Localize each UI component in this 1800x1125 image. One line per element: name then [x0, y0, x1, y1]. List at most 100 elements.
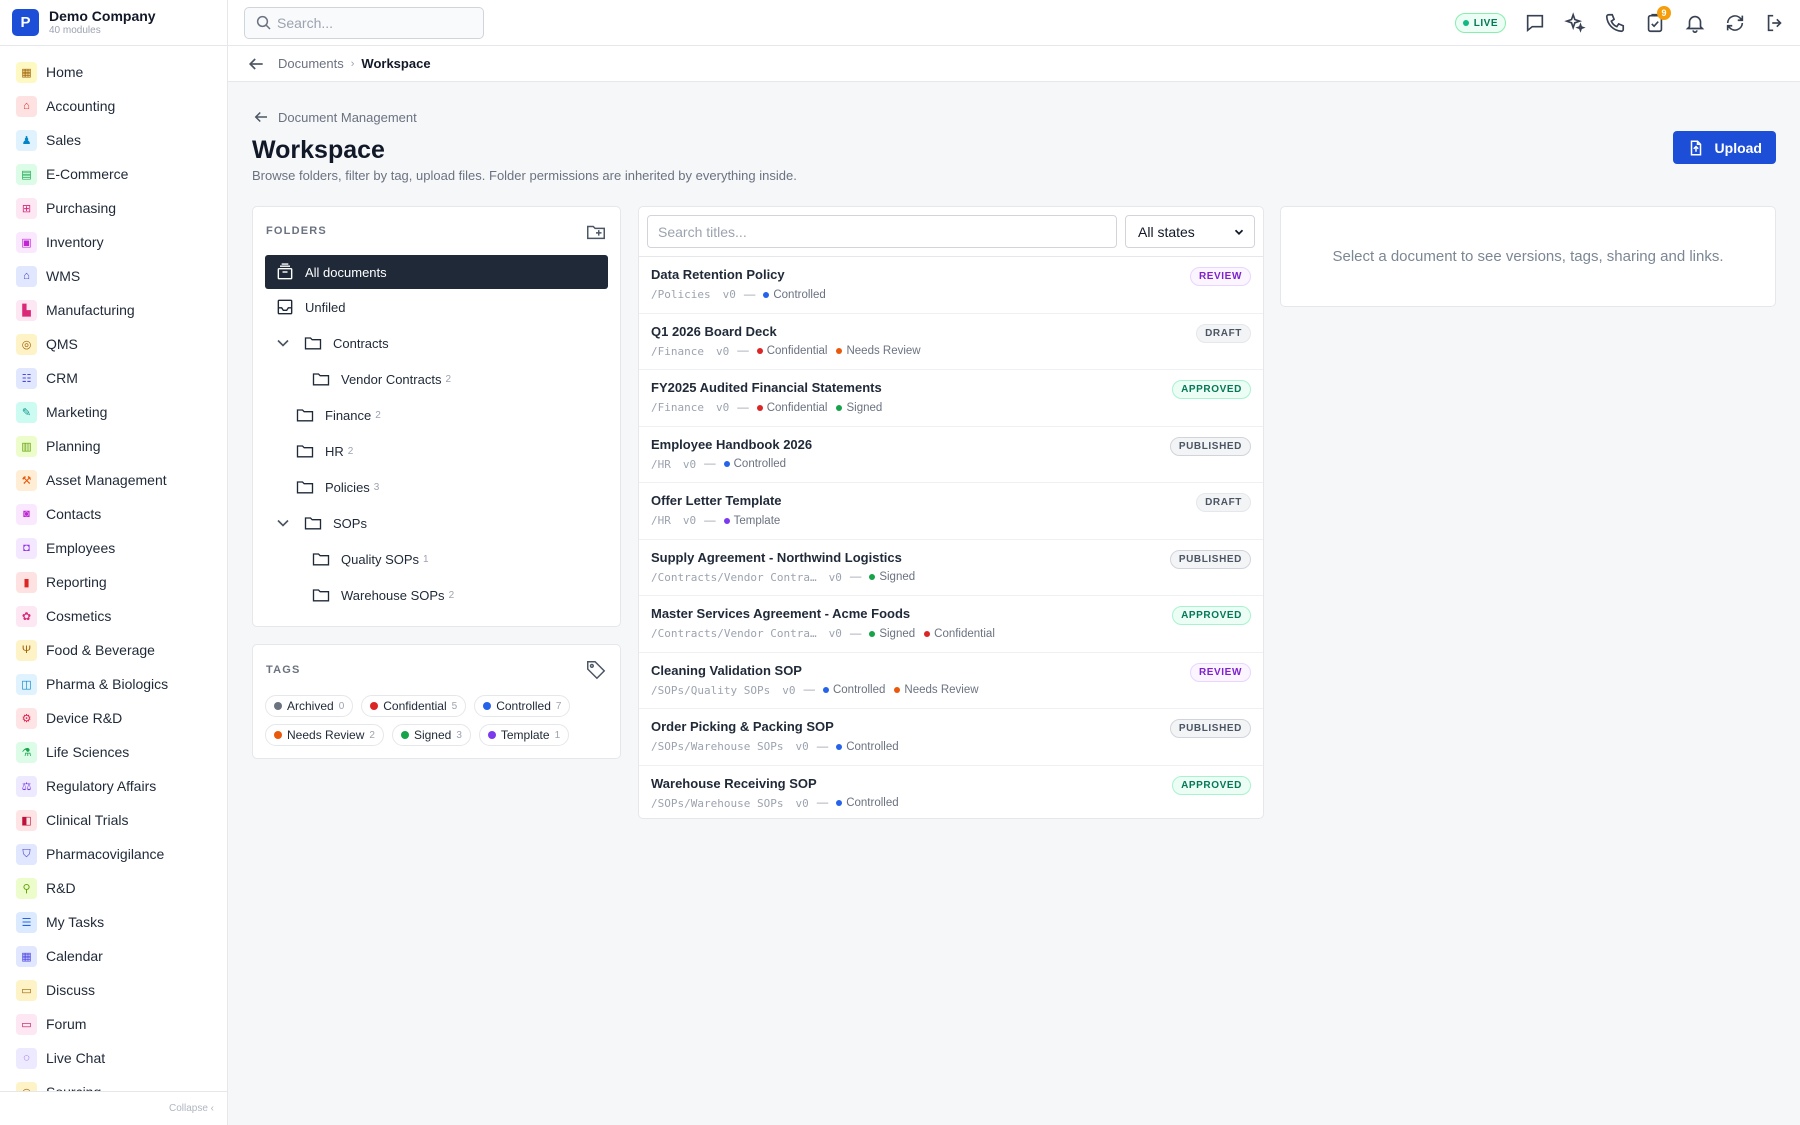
folder-finance[interactable]: Finance 2 — [253, 397, 620, 433]
global-search-input[interactable]: Search... — [244, 6, 484, 39]
live-label: LIVE — [1473, 17, 1498, 29]
brand-header[interactable]: P Demo Company 40 modules — [0, 0, 227, 46]
sidebar-item-sales[interactable]: ♟ Sales — [0, 123, 227, 157]
tag-icon[interactable] — [585, 659, 607, 681]
folder-sops[interactable]: SOPs — [253, 505, 620, 541]
sidebar-item-forum[interactable]: ▭ Forum — [0, 1007, 227, 1041]
back-arrow-icon[interactable] — [246, 54, 266, 74]
collapse-button[interactable]: Collapse ‹ — [0, 1091, 227, 1125]
tag-chip[interactable]: Needs Review 2 — [265, 724, 384, 746]
breadcrumb-documents-link[interactable]: Documents — [278, 56, 344, 71]
module-icon: ⌂ — [16, 95, 37, 117]
document-tag-label: Confidential — [934, 627, 995, 640]
sidebar-item-r-d[interactable]: ⚲ R&D — [0, 871, 227, 905]
document-meta: /Policies v0 — Controlled — [651, 288, 1251, 301]
sidebar-item-live-chat[interactable]: ◌ Live Chat — [0, 1041, 227, 1075]
sidebar-item-manufacturing[interactable]: ▙ Manufacturing — [0, 293, 227, 327]
tasks-icon[interactable]: 9 — [1644, 6, 1671, 34]
tag-chip[interactable]: Archived 0 — [265, 695, 354, 717]
document-tag: Needs Review — [894, 684, 979, 696]
sidebar-item-pharma-biologics[interactable]: ◫ Pharma & Biologics — [0, 667, 227, 701]
sidebar-item-food-beverage[interactable]: Ψ Food & Beverage — [0, 633, 227, 667]
chevron-down-icon[interactable] — [273, 333, 293, 353]
messages-icon[interactable] — [1524, 12, 1546, 34]
state-filter-select[interactable]: All states — [1125, 215, 1255, 248]
folder-vendor-contracts[interactable]: Vendor Contracts 2 — [253, 361, 620, 397]
new-folder-icon[interactable] — [585, 221, 607, 243]
sidebar-item-marketing[interactable]: ✎ Marketing — [0, 395, 227, 429]
sidebar-item-discuss[interactable]: ▭ Discuss — [0, 973, 227, 1007]
document-row[interactable]: Employee Handbook 2026/HR v0 — Controlled PU… — [639, 427, 1263, 483]
module-icon: ⚖ — [16, 775, 37, 797]
sidebar-item-contacts[interactable]: ◙ Contacts — [0, 497, 227, 531]
sidebar-item-clinical-trials[interactable]: ◧ Clinical Trials — [0, 803, 227, 837]
meta-separator: — — [803, 684, 815, 696]
upload-button[interactable]: Upload — [1672, 131, 1776, 164]
meta-separator: — — [737, 345, 749, 357]
folder-hr[interactable]: HR 2 — [253, 433, 620, 469]
document-tag-label: Signed — [879, 627, 916, 640]
folder-unfiled[interactable]: Unfiled — [253, 289, 620, 325]
sidebar-item-label: R&D — [46, 880, 76, 896]
sync-icon[interactable] — [1724, 12, 1746, 34]
sidebar-item-pharmacovigilance[interactable]: ⛉ Pharmacovigilance — [0, 837, 227, 871]
document-row[interactable]: FY2025 Audited Financial Statements/Fina… — [639, 370, 1263, 427]
document-row[interactable]: Order Picking & Packing SOP/SOPs/Warehou… — [639, 709, 1263, 766]
chevron-down-icon[interactable] — [273, 513, 293, 533]
tag-chip[interactable]: Controlled 7 — [474, 695, 571, 717]
document-tag-label: Needs Review — [904, 684, 979, 696]
meta-separator: — — [704, 514, 716, 527]
folder-contracts[interactable]: Contracts — [253, 325, 620, 361]
sidebar-item-employees[interactable]: ◘ Employees — [0, 531, 227, 565]
sidebar-item-e-commerce[interactable]: ▤ E-Commerce — [0, 157, 227, 191]
title-search-input[interactable]: Search titles... — [647, 215, 1117, 248]
sidebar-item-cosmetics[interactable]: ✿ Cosmetics — [0, 599, 227, 633]
folders-heading-label: FOLDERS — [266, 225, 327, 237]
document-row[interactable]: Offer Letter Template/HR v0 — Template DRAFT — [639, 483, 1263, 540]
sidebar-item-reporting[interactable]: ▮ Reporting — [0, 565, 227, 599]
tag-label: Archived — [287, 699, 334, 713]
sidebar-item-home[interactable]: ▦ Home — [0, 55, 227, 89]
sidebar-item-label: QMS — [46, 336, 78, 352]
sidebar-item-accounting[interactable]: ⌂ Accounting — [0, 89, 227, 123]
tag-color-dot — [894, 687, 901, 693]
back-to-document-management-link[interactable]: Document Management — [252, 108, 1776, 126]
module-icon: ⛉ — [16, 843, 37, 865]
sidebar-item-wms[interactable]: ⌂ WMS — [0, 259, 227, 293]
tag-chip[interactable]: Signed 3 — [391, 724, 471, 746]
phone-icon[interactable] — [1604, 12, 1626, 34]
module-icon: ◧ — [16, 809, 37, 831]
folder-policies[interactable]: Policies 3 — [253, 469, 620, 505]
logout-icon[interactable] — [1764, 12, 1786, 34]
brand-logo: P — [12, 9, 39, 36]
sidebar-item-inventory[interactable]: ▣ Inventory — [0, 225, 227, 259]
document-row[interactable]: Q1 2026 Board Deck/Finance v0 — Confidentia… — [639, 314, 1263, 370]
sidebar-item-device-r-d[interactable]: ⚙ Device R&D — [0, 701, 227, 735]
search-icon — [256, 15, 271, 30]
sidebar-item-purchasing[interactable]: ⊞ Purchasing — [0, 191, 227, 225]
sidebar-item-asset-management[interactable]: ⚒ Asset Management — [0, 463, 227, 497]
document-row[interactable]: Data Retention Policy/Policies v0 — Control… — [639, 257, 1263, 314]
sidebar-item-crm[interactable]: ☷ CRM — [0, 361, 227, 395]
tag-chip[interactable]: Confidential 5 — [361, 695, 467, 717]
folder-warehouse-sops[interactable]: Warehouse SOPs 2 — [253, 577, 620, 613]
document-row[interactable]: Master Services Agreement - Acme Foods/C… — [639, 596, 1263, 653]
sidebar-item-my-tasks[interactable]: ☰ My Tasks — [0, 905, 227, 939]
folder-all-documents[interactable]: All documents — [265, 255, 608, 289]
document-row[interactable]: Warehouse Receiving SOP/SOPs/Warehouse S… — [639, 766, 1263, 819]
state-filter-value: All states — [1138, 223, 1195, 240]
status-badge: APPROVED — [1172, 606, 1251, 625]
sidebar-item-qms[interactable]: ◎ QMS — [0, 327, 227, 361]
sidebar-item-regulatory-affairs[interactable]: ⚖ Regulatory Affairs — [0, 769, 227, 803]
ai-sparkle-icon[interactable] — [1564, 12, 1586, 34]
document-row[interactable]: Cleaning Validation SOP/SOPs/Quality SOP… — [639, 653, 1263, 709]
tag-color-dot — [836, 404, 843, 411]
sidebar-item-life-sciences[interactable]: ⚗ Life Sciences — [0, 735, 227, 769]
sidebar-item-planning[interactable]: ▥ Planning — [0, 429, 227, 463]
document-row[interactable]: Supply Agreement - Northwind Logistics/C… — [639, 540, 1263, 596]
folder-quality-sops[interactable]: Quality SOPs 1 — [253, 541, 620, 577]
tag-chip[interactable]: Template 1 — [478, 724, 570, 746]
bell-icon[interactable] — [1684, 12, 1706, 34]
sidebar-item-calendar[interactable]: ▦ Calendar — [0, 939, 227, 973]
sidebar-item-label: Contacts — [46, 506, 102, 522]
